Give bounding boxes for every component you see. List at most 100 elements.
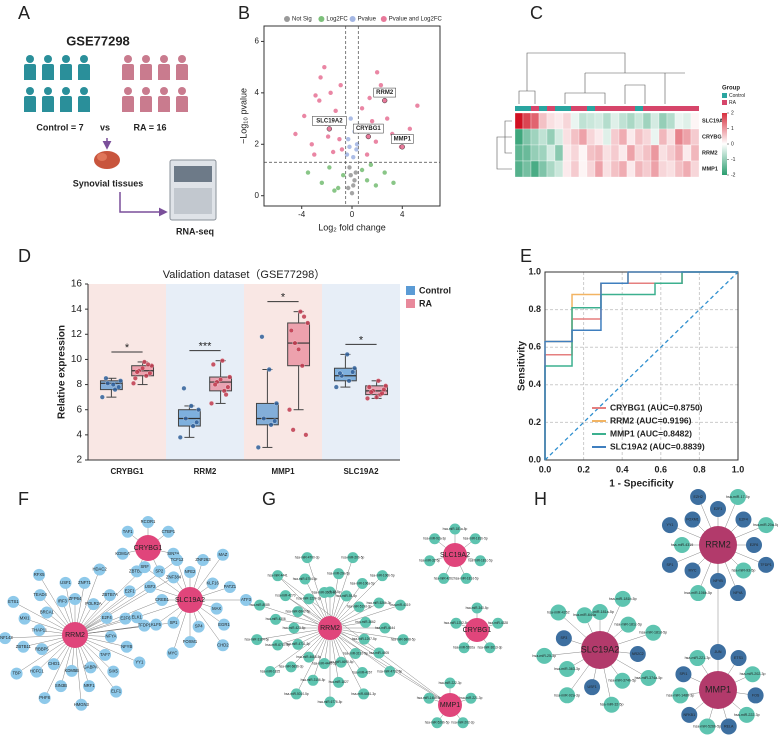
network-node — [492, 617, 504, 629]
network-node — [438, 572, 450, 584]
node-label: hsa-miR-6776-5p — [318, 700, 343, 704]
x-tick-label: MMP1 — [271, 467, 295, 476]
heat-cell — [554, 144, 564, 162]
network-node — [484, 642, 496, 654]
data-point — [223, 392, 229, 398]
node-label: hsa-miR-5692a — [453, 646, 475, 650]
heat-cell — [650, 160, 660, 178]
legend-label: Log2FC — [326, 17, 348, 23]
node-label: hsa-miR-423-5p — [283, 626, 306, 630]
network-node — [675, 666, 692, 683]
data-point — [259, 334, 265, 340]
point — [313, 93, 318, 98]
person-icon — [124, 87, 132, 95]
edge — [256, 627, 331, 640]
significance: *** — [199, 341, 213, 353]
point — [347, 165, 352, 170]
heat-cell — [674, 160, 684, 178]
person-icon — [26, 87, 34, 95]
panel-label: F — [18, 489, 29, 509]
data-point — [116, 384, 122, 390]
network-node — [47, 658, 60, 671]
group-label: Control = 7 — [36, 122, 83, 132]
network-node — [162, 525, 175, 538]
panel-label: D — [18, 246, 31, 266]
point — [333, 108, 338, 114]
network-node — [84, 661, 97, 674]
heat-cell — [586, 160, 596, 178]
node-label: ELK1 — [132, 614, 143, 619]
arrow — [119, 192, 168, 217]
network-node — [290, 688, 302, 700]
node-label: hsa-miR-5010-5p — [284, 692, 309, 696]
node-label: hsa-miR-106a-5p — [350, 581, 375, 585]
network-node — [0, 632, 12, 645]
node-label: SP1 — [667, 563, 674, 567]
node-label: hsa-miR-4328 — [488, 621, 508, 625]
data-point — [227, 374, 233, 380]
data-point — [261, 416, 267, 421]
legend-swatch — [406, 299, 415, 308]
network-node — [38, 692, 51, 705]
method-label: RNA-seq — [176, 226, 214, 236]
data-point — [379, 390, 385, 396]
heat-cell — [546, 112, 556, 130]
heat-cell — [682, 160, 692, 178]
significance: * — [359, 334, 364, 346]
colorbar-label: 2 — [731, 110, 734, 116]
heat-cell — [530, 112, 540, 130]
node-label: USF2 — [145, 584, 156, 589]
y-tick-label: 0.6 — [528, 342, 541, 352]
network-node — [144, 581, 157, 594]
network-node — [333, 568, 345, 580]
network-node — [450, 617, 462, 629]
x-tick-label: 0.2 — [577, 464, 590, 474]
person-icon — [26, 55, 34, 63]
point — [319, 180, 325, 186]
network-node — [123, 585, 136, 598]
hub-node — [62, 622, 88, 648]
person-icon — [78, 64, 90, 80]
person-icon — [122, 64, 134, 80]
person-icon — [60, 96, 72, 112]
point — [369, 118, 375, 124]
node-label: hsa-miR-4441 — [268, 574, 288, 578]
panel-label: H — [534, 489, 547, 509]
group-cell — [571, 106, 579, 111]
group-cell — [579, 106, 587, 111]
heat-cell — [642, 128, 652, 146]
heat-cell — [554, 160, 564, 178]
heat-cell — [690, 160, 700, 178]
node-label: hsa-miR-519d-3p — [347, 605, 372, 609]
heat-cell — [546, 160, 556, 178]
data-point — [147, 370, 153, 376]
person-icon — [60, 64, 72, 80]
network-node — [251, 634, 263, 646]
legend-swatch — [722, 100, 727, 105]
node-label: hsa-miR-92a-3p — [423, 537, 446, 541]
legend-label: MMP1 (AUC=0.8482) — [610, 428, 692, 438]
heat-cell — [610, 128, 620, 146]
node-label: MYC — [689, 568, 697, 572]
network-node — [78, 576, 91, 589]
point — [353, 170, 358, 175]
group-cell — [547, 106, 555, 111]
data-point — [344, 351, 350, 357]
network-node — [40, 606, 53, 619]
heat-cell — [554, 112, 564, 130]
node-label: hsa-miR-340-5p — [466, 606, 489, 610]
significance: * — [281, 292, 286, 304]
node-label: ZNF71 — [78, 580, 91, 585]
network-node — [110, 685, 123, 698]
node-label: THAP11 — [32, 627, 48, 632]
network-node — [184, 566, 196, 578]
y-tick-label: 6 — [255, 37, 260, 46]
node-label: KLF5 — [151, 622, 162, 627]
heat-cell — [666, 128, 676, 146]
category-band — [322, 284, 400, 460]
network-node — [360, 616, 372, 628]
legend-swatch — [380, 16, 387, 22]
data-point — [210, 362, 216, 367]
node-label: hsa-miR-374b-5p — [608, 679, 636, 683]
network-node — [735, 511, 752, 528]
